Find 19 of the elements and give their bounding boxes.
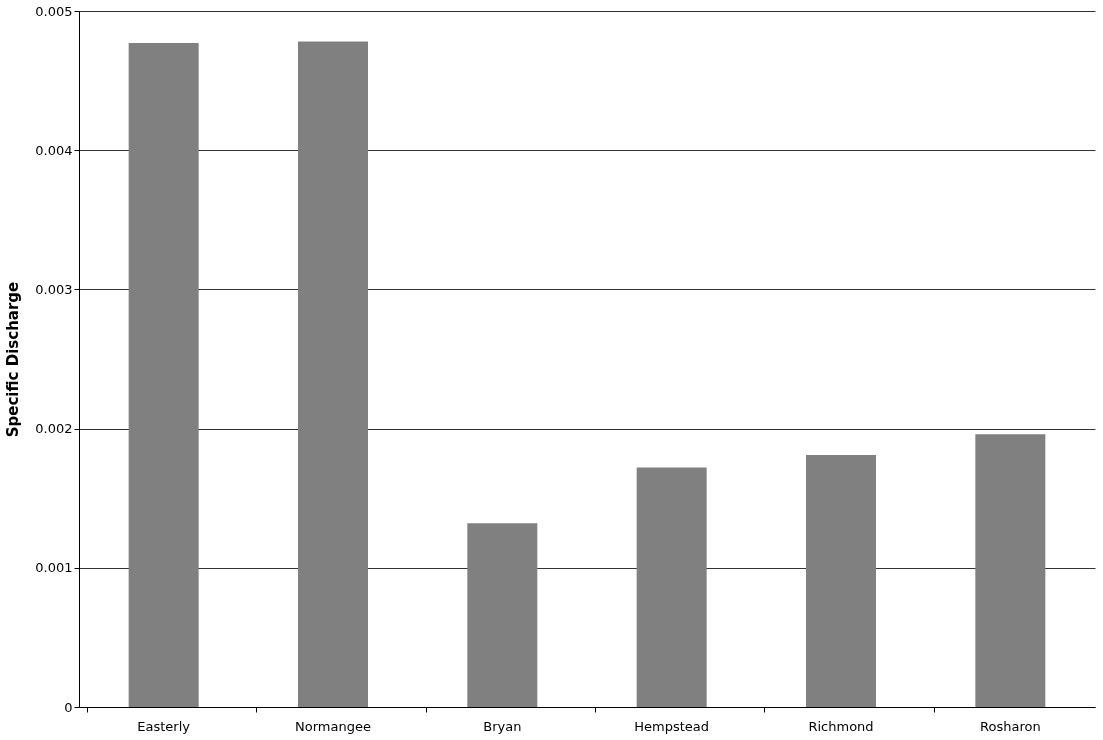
y-tick-label: 0.003: [35, 281, 73, 297]
bar: [806, 455, 876, 707]
bar: [298, 41, 368, 707]
x-tick-label: Richmond: [808, 718, 874, 734]
x-tick-label: Hempstead: [634, 718, 710, 734]
bar: [128, 43, 199, 707]
y-tick-label: 0.005: [35, 3, 73, 19]
x-tick-label: Rosharon: [980, 718, 1041, 734]
x-tick-label: Easterly: [137, 718, 191, 734]
x-tick-label: Normangee: [295, 718, 371, 734]
y-tick-label: 0: [64, 699, 73, 715]
y-tick-label: 0.002: [35, 421, 73, 437]
bar: [975, 434, 1046, 707]
x-tick-label: Bryan: [483, 718, 522, 734]
bar: [467, 523, 538, 707]
bar: [636, 467, 707, 707]
y-tick-label: 0.004: [35, 142, 73, 158]
y-axis-title: Specific Discharge: [4, 281, 23, 438]
y-tick-label: 0.001: [35, 560, 73, 576]
